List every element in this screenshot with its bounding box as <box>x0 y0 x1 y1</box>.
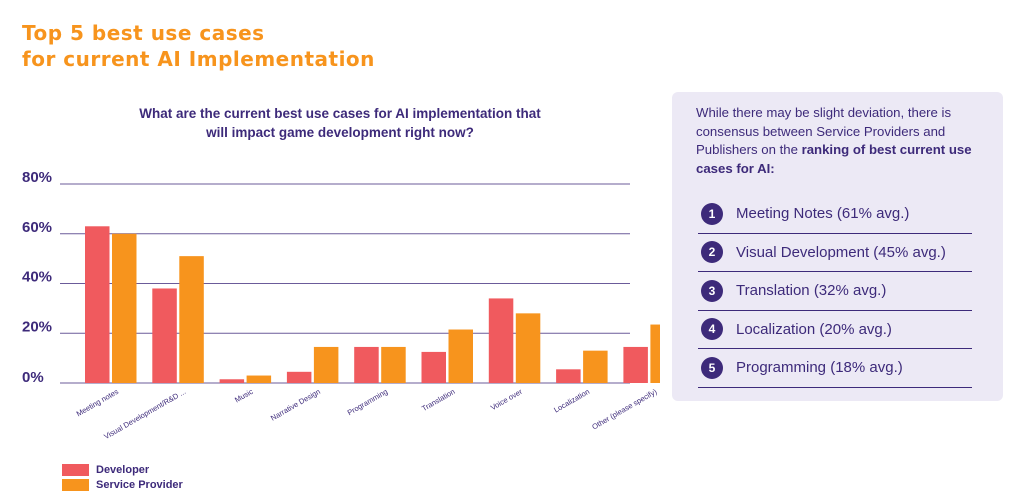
y-tick-label: 60% <box>22 219 52 236</box>
x-tick-label: Programming <box>346 387 389 417</box>
bar-service-provider <box>381 346 406 383</box>
rank-number-badge: 4 <box>701 318 723 341</box>
panel-intro-bold: ranking of best current use cases for AI… <box>696 142 972 176</box>
chart-title-line-2: will impact game development right now? <box>206 125 474 140</box>
summary-panel: While there may be slight deviation, the… <box>672 92 1003 401</box>
bar-developer <box>286 371 312 383</box>
x-tick-label: Music <box>233 387 255 405</box>
x-tick-label: Translation <box>420 387 456 413</box>
bar-developer <box>556 369 581 383</box>
rank-label: Visual Development (45% avg.) <box>736 243 946 261</box>
panel-intro: While there may be slight deviation, the… <box>696 104 986 178</box>
ranking-item: 3 Translation (32% avg.) <box>698 272 972 311</box>
bar-service-provider <box>313 346 339 383</box>
rank-label: Localization (20% avg.) <box>736 320 892 338</box>
bar-service-provider <box>650 324 660 383</box>
x-tick-label: Narrative Design <box>269 387 322 423</box>
rank-label: Meeting Notes (61% avg.) <box>736 205 910 223</box>
title-line-2: for current AI Implementation <box>22 47 375 71</box>
y-tick-label: 80% <box>22 169 52 186</box>
legend-item-developer: Developer <box>62 462 183 477</box>
bar-developer <box>488 298 514 383</box>
title-line-1: Top 5 best use cases <box>22 21 265 45</box>
rank-number-badge: 5 <box>701 356 723 379</box>
legend-item-service-provider: Service Provider <box>62 477 183 492</box>
legend-label-service-provider: Service Provider <box>96 478 183 491</box>
bar-service-provider <box>515 313 541 383</box>
x-tick-label: Meeting notes <box>75 387 121 418</box>
bar-service-provider <box>246 375 272 383</box>
bar-service-provider <box>179 256 204 383</box>
bar-service-provider <box>112 233 137 383</box>
chart-title-line-1: What are the current best use cases for … <box>139 106 541 121</box>
x-tick-label: Voice over <box>489 387 524 413</box>
x-tick-label: Other (please specify) <box>590 387 658 432</box>
rank-label: Translation (32% avg.) <box>736 282 887 300</box>
rank-label: Programming (18% avg.) <box>736 359 903 377</box>
y-tick-label: 0% <box>22 369 44 386</box>
rank-number-badge: 1 <box>701 202 723 225</box>
bar-developer <box>85 226 110 383</box>
chart-legend: Developer Service Provider <box>62 462 183 492</box>
ranking-item: 4 Localization (20% avg.) <box>698 311 972 349</box>
bar-service-provider <box>583 350 608 383</box>
legend-label-developer: Developer <box>96 463 150 476</box>
y-tick-label: 20% <box>22 318 52 335</box>
bar-developer <box>152 288 177 383</box>
rank-number-badge: 3 <box>701 279 723 302</box>
x-tick-label: Localization <box>552 387 591 415</box>
bar-developer <box>219 379 245 383</box>
bar-service-provider <box>448 329 473 383</box>
bar-developer <box>623 346 648 383</box>
page-title: Top 5 best use cases for current AI Impl… <box>22 20 375 72</box>
legend-swatch-developer <box>62 463 89 476</box>
panel-intro-text: While there may be slight deviation, the… <box>696 105 952 157</box>
ranking-item: 2 Visual Development (45% avg.) <box>698 234 972 272</box>
bar-developer <box>354 346 379 383</box>
bar-developer <box>421 351 446 383</box>
legend-swatch-service-provider <box>62 478 89 491</box>
ranking-item: 5 Programming (18% avg.) <box>698 349 972 388</box>
ranking-list: 1 Meeting Notes (61% avg.) 2 Visual Deve… <box>698 195 972 388</box>
rank-number-badge: 2 <box>701 241 723 264</box>
y-tick-label: 40% <box>22 269 52 286</box>
ranking-item: 1 Meeting Notes (61% avg.) <box>698 195 972 234</box>
chart-title: What are the current best use cases for … <box>100 104 580 142</box>
